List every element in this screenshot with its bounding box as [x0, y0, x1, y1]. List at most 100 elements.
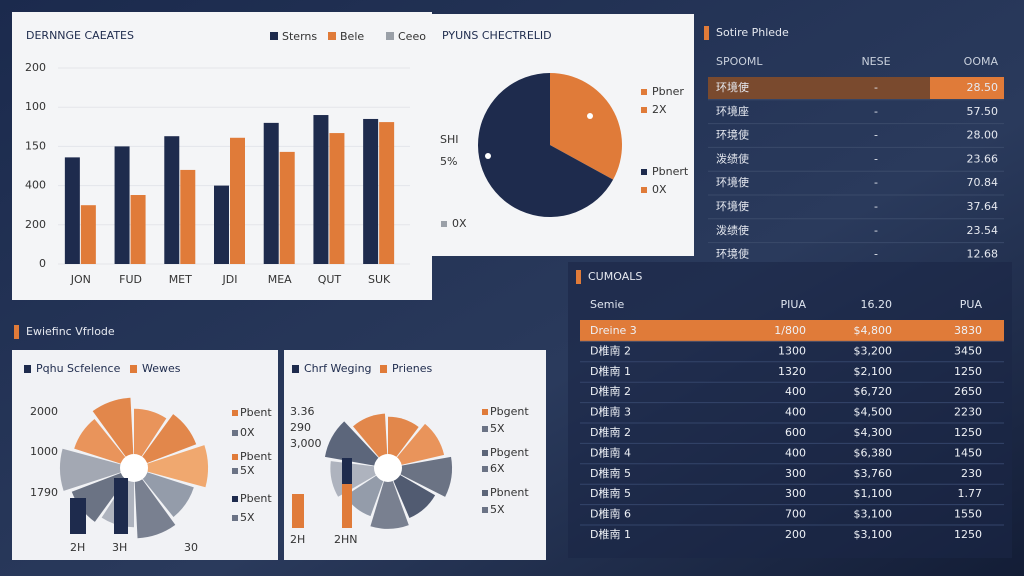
axis-label: 30 — [184, 541, 198, 554]
radial-wedge — [134, 468, 176, 539]
table-cell: 环境座 — [716, 104, 749, 118]
legend-label: Pbgent — [490, 405, 529, 418]
bar — [180, 169, 196, 264]
legend-label: Pbnent — [490, 486, 529, 499]
table-cell: 1550 — [954, 508, 982, 521]
radial-wedge — [345, 468, 388, 517]
table-cell: 1300 — [778, 344, 806, 357]
legend-swatch — [130, 365, 137, 373]
table-cell: D椎南 5 — [590, 466, 631, 480]
bar — [130, 195, 146, 264]
radial-wedge — [353, 413, 388, 468]
table-cell: 环境使 — [716, 128, 749, 142]
pie-label: Pbnert — [652, 165, 689, 178]
x-tick-label: FUD — [119, 273, 142, 286]
table-cell: D椎南 2 — [590, 425, 631, 439]
x-tick-label: QUT — [318, 273, 342, 286]
legend-swatch — [232, 410, 238, 416]
x-tick-label: JDI — [222, 273, 238, 286]
y-tick-label: 200 — [25, 61, 46, 74]
table-cell: 23.54 — [967, 224, 999, 237]
table-cell: 600 — [785, 426, 806, 439]
pie-label: 2X — [652, 103, 667, 116]
legend-swatch — [482, 507, 488, 513]
table-cell: D椎南 2 — [590, 343, 631, 357]
table-cell: 230 — [961, 467, 982, 480]
table-cell: $3,100 — [854, 528, 893, 541]
x-tick-label: MEA — [268, 273, 292, 286]
pie-label: 0X — [452, 217, 467, 230]
legend-swatch — [482, 466, 488, 472]
pie-label: 5% — [440, 155, 457, 168]
legend-swatch — [482, 409, 488, 415]
axis-label: 1000 — [30, 445, 58, 458]
y-tick-label: 200 — [25, 218, 46, 231]
pie-slice — [477, 73, 614, 217]
legend-swatch — [380, 365, 387, 373]
pie-label: Pbner — [652, 85, 684, 98]
table-cell: $3,760 — [854, 467, 893, 480]
pie-label-swatch — [641, 89, 647, 95]
bar — [313, 115, 329, 264]
table-cell: $4,500 — [854, 406, 893, 419]
y-tick-label: 400 — [25, 179, 46, 192]
table-cell: 28.00 — [967, 129, 999, 142]
pie-label-swatch — [441, 221, 447, 227]
bar — [114, 146, 130, 264]
panel-title: DERNNGE CAEATES — [26, 29, 134, 42]
radial-wedge — [134, 408, 167, 468]
y-tick-label: 100 — [25, 100, 46, 113]
table-cell: 1250 — [954, 528, 982, 541]
axis-label: 2HN — [334, 533, 358, 546]
table-cell: - — [874, 224, 878, 237]
radial-hub — [374, 454, 402, 482]
table-cell: 37.64 — [967, 200, 999, 213]
table-cell: 3450 — [954, 344, 982, 357]
y-tick-label: 150 — [25, 139, 46, 152]
table-cell: 2230 — [954, 406, 982, 419]
legend-swatch — [328, 32, 336, 40]
bar — [64, 157, 80, 264]
pie-slice — [550, 73, 622, 180]
table-cell: $4,800 — [854, 324, 893, 337]
table-cell: D椎南 5 — [590, 486, 631, 500]
table-cell: 1320 — [778, 365, 806, 378]
radial-hub — [120, 454, 148, 482]
radial-wedge — [134, 414, 197, 468]
legend-swatch — [482, 490, 488, 496]
legend-swatch — [292, 365, 299, 373]
table-header: PUA — [960, 298, 983, 311]
table-cell: - — [874, 176, 878, 189]
axis-label: 2H — [290, 533, 305, 546]
table-cell: 300 — [785, 467, 806, 480]
legend-label: 5X — [240, 464, 255, 477]
legend-swatch — [232, 468, 238, 474]
table-cell: - — [874, 105, 878, 118]
dot — [587, 113, 593, 119]
table-cell: 700 — [785, 508, 806, 521]
table-cell: $3,100 — [854, 508, 893, 521]
table-cell: - — [874, 248, 878, 261]
axis-label: 3,000 — [290, 437, 322, 450]
axis-label: 1790 — [30, 486, 58, 499]
bar — [263, 122, 279, 264]
legend-label: 5X — [490, 422, 505, 435]
row-highlight — [708, 77, 930, 99]
table-cell: D椎南 6 — [590, 507, 631, 521]
radial-wedge — [324, 421, 388, 468]
legend-swatch — [482, 426, 488, 432]
radial-wedge — [388, 468, 436, 519]
table-cell: $4,300 — [854, 426, 893, 439]
legend-swatch — [24, 365, 31, 373]
marker — [576, 270, 581, 284]
row-highlight — [580, 320, 1004, 342]
table-cell: 环境使 — [716, 80, 749, 94]
radial-wedge — [388, 423, 445, 468]
radial-wedge — [60, 448, 134, 491]
legend-label: Prienes — [392, 362, 433, 375]
axis-label: 290 — [290, 421, 311, 434]
legend-swatch — [232, 515, 238, 521]
table-cell: 泼绩使 — [716, 152, 749, 165]
legend-label: Pbent — [240, 492, 272, 505]
